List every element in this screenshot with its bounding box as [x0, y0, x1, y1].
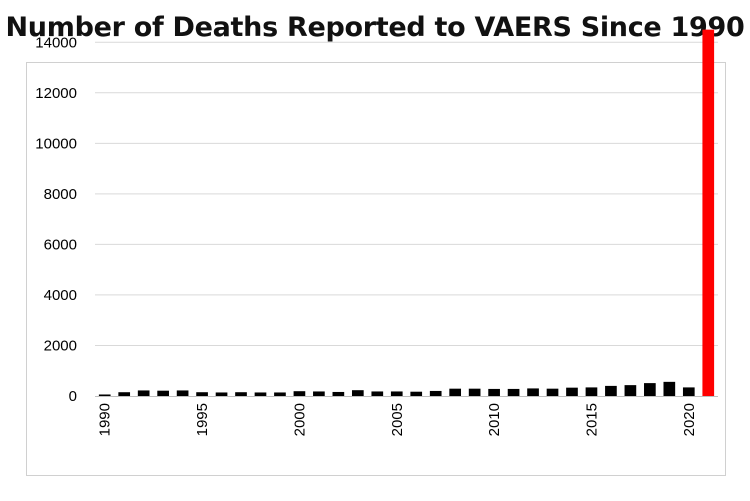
bar-1995: [196, 392, 208, 396]
y-tick-label: 8000: [44, 186, 77, 203]
bar-1990: [98, 394, 111, 396]
bar-2008: [449, 388, 462, 396]
bar-2004: [371, 391, 384, 396]
y-tick-label: 2000: [44, 337, 77, 354]
x-tick-label: 2005: [389, 403, 406, 436]
bar-1999: [274, 392, 286, 396]
bar-1998: [254, 392, 267, 396]
bar-2001: [313, 391, 325, 396]
chart-title: Number of Deaths Reported to VAERS Since…: [5, 12, 745, 43]
bar-1991: [118, 392, 131, 396]
bar-2018: [644, 383, 656, 396]
bar-2014: [566, 387, 578, 396]
x-tick-labels: 1990 1995 2000 2005 2010 2015 2020: [97, 403, 698, 436]
bar-2016: [605, 385, 617, 396]
bar-1997: [235, 392, 247, 396]
x-tick-label: 2015: [583, 403, 600, 436]
bar-2009: [468, 388, 481, 396]
x-tick-label: 1995: [194, 403, 211, 436]
y-tick-label: 0: [69, 388, 77, 405]
bar-2011: [507, 388, 520, 396]
x-tick-label: 2000: [291, 403, 308, 436]
y-tick-label: 12000: [35, 85, 77, 102]
y-tick-label: 4000: [44, 287, 77, 304]
y-tick-label: 6000: [44, 236, 77, 253]
bar-2017: [624, 385, 637, 396]
y-tick-label: 10000: [35, 135, 77, 152]
bar-2010: [488, 388, 500, 396]
bar-2006: [410, 391, 423, 396]
bar-2020: [682, 387, 695, 396]
bar-2021: [702, 29, 715, 397]
bar-1992: [137, 390, 150, 396]
x-tick-label: 2020: [681, 403, 698, 436]
bars: [98, 29, 715, 397]
bar-2007: [429, 390, 442, 396]
y-tick-label: 14000: [35, 34, 77, 51]
bar-1994: [176, 390, 189, 396]
x-tick-label: 1990: [97, 403, 114, 436]
bar-1993: [157, 390, 169, 396]
bar-2005: [390, 391, 403, 396]
bar-2019: [663, 381, 676, 396]
bar-2002: [332, 391, 345, 396]
gridlines: [95, 41, 718, 346]
chart-frame: [26, 62, 726, 476]
bar-2000: [293, 391, 306, 396]
x-tick-label: 2010: [486, 403, 503, 436]
bar-1996: [215, 392, 228, 396]
bar-2013: [546, 388, 559, 396]
bar-2012: [527, 388, 539, 396]
bar-2015: [585, 387, 598, 396]
y-tick-labels: 0 2000 4000 6000 8000 10000 12000 14000: [35, 34, 77, 405]
bar-2003: [351, 390, 364, 396]
